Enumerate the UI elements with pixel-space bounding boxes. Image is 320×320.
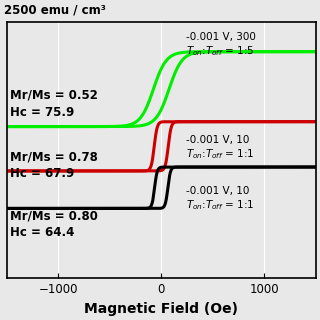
Text: 2500 emu / cm³: 2500 emu / cm³ [4, 4, 105, 17]
Text: -0.001 V, 10
$T_{on}$:$T_{off}$ = 1:1: -0.001 V, 10 $T_{on}$:$T_{off}$ = 1:1 [186, 135, 254, 161]
Text: Mr/Ms = 0.52
Hc = 75.9: Mr/Ms = 0.52 Hc = 75.9 [10, 89, 98, 119]
Text: Mr/Ms = 0.78
Hc = 67.9: Mr/Ms = 0.78 Hc = 67.9 [10, 150, 98, 180]
Text: -0.001 V, 300
$T_{on}$:$T_{off}$ = 1:5: -0.001 V, 300 $T_{on}$:$T_{off}$ = 1:5 [186, 32, 256, 58]
Text: -0.001 V, 10
$T_{on}$:$T_{off}$ = 1:1: -0.001 V, 10 $T_{on}$:$T_{off}$ = 1:1 [186, 186, 254, 212]
X-axis label: Magnetic Field (Oe): Magnetic Field (Oe) [84, 302, 238, 316]
Text: Mr/Ms = 0.80
Hc = 64.4: Mr/Ms = 0.80 Hc = 64.4 [10, 209, 98, 239]
